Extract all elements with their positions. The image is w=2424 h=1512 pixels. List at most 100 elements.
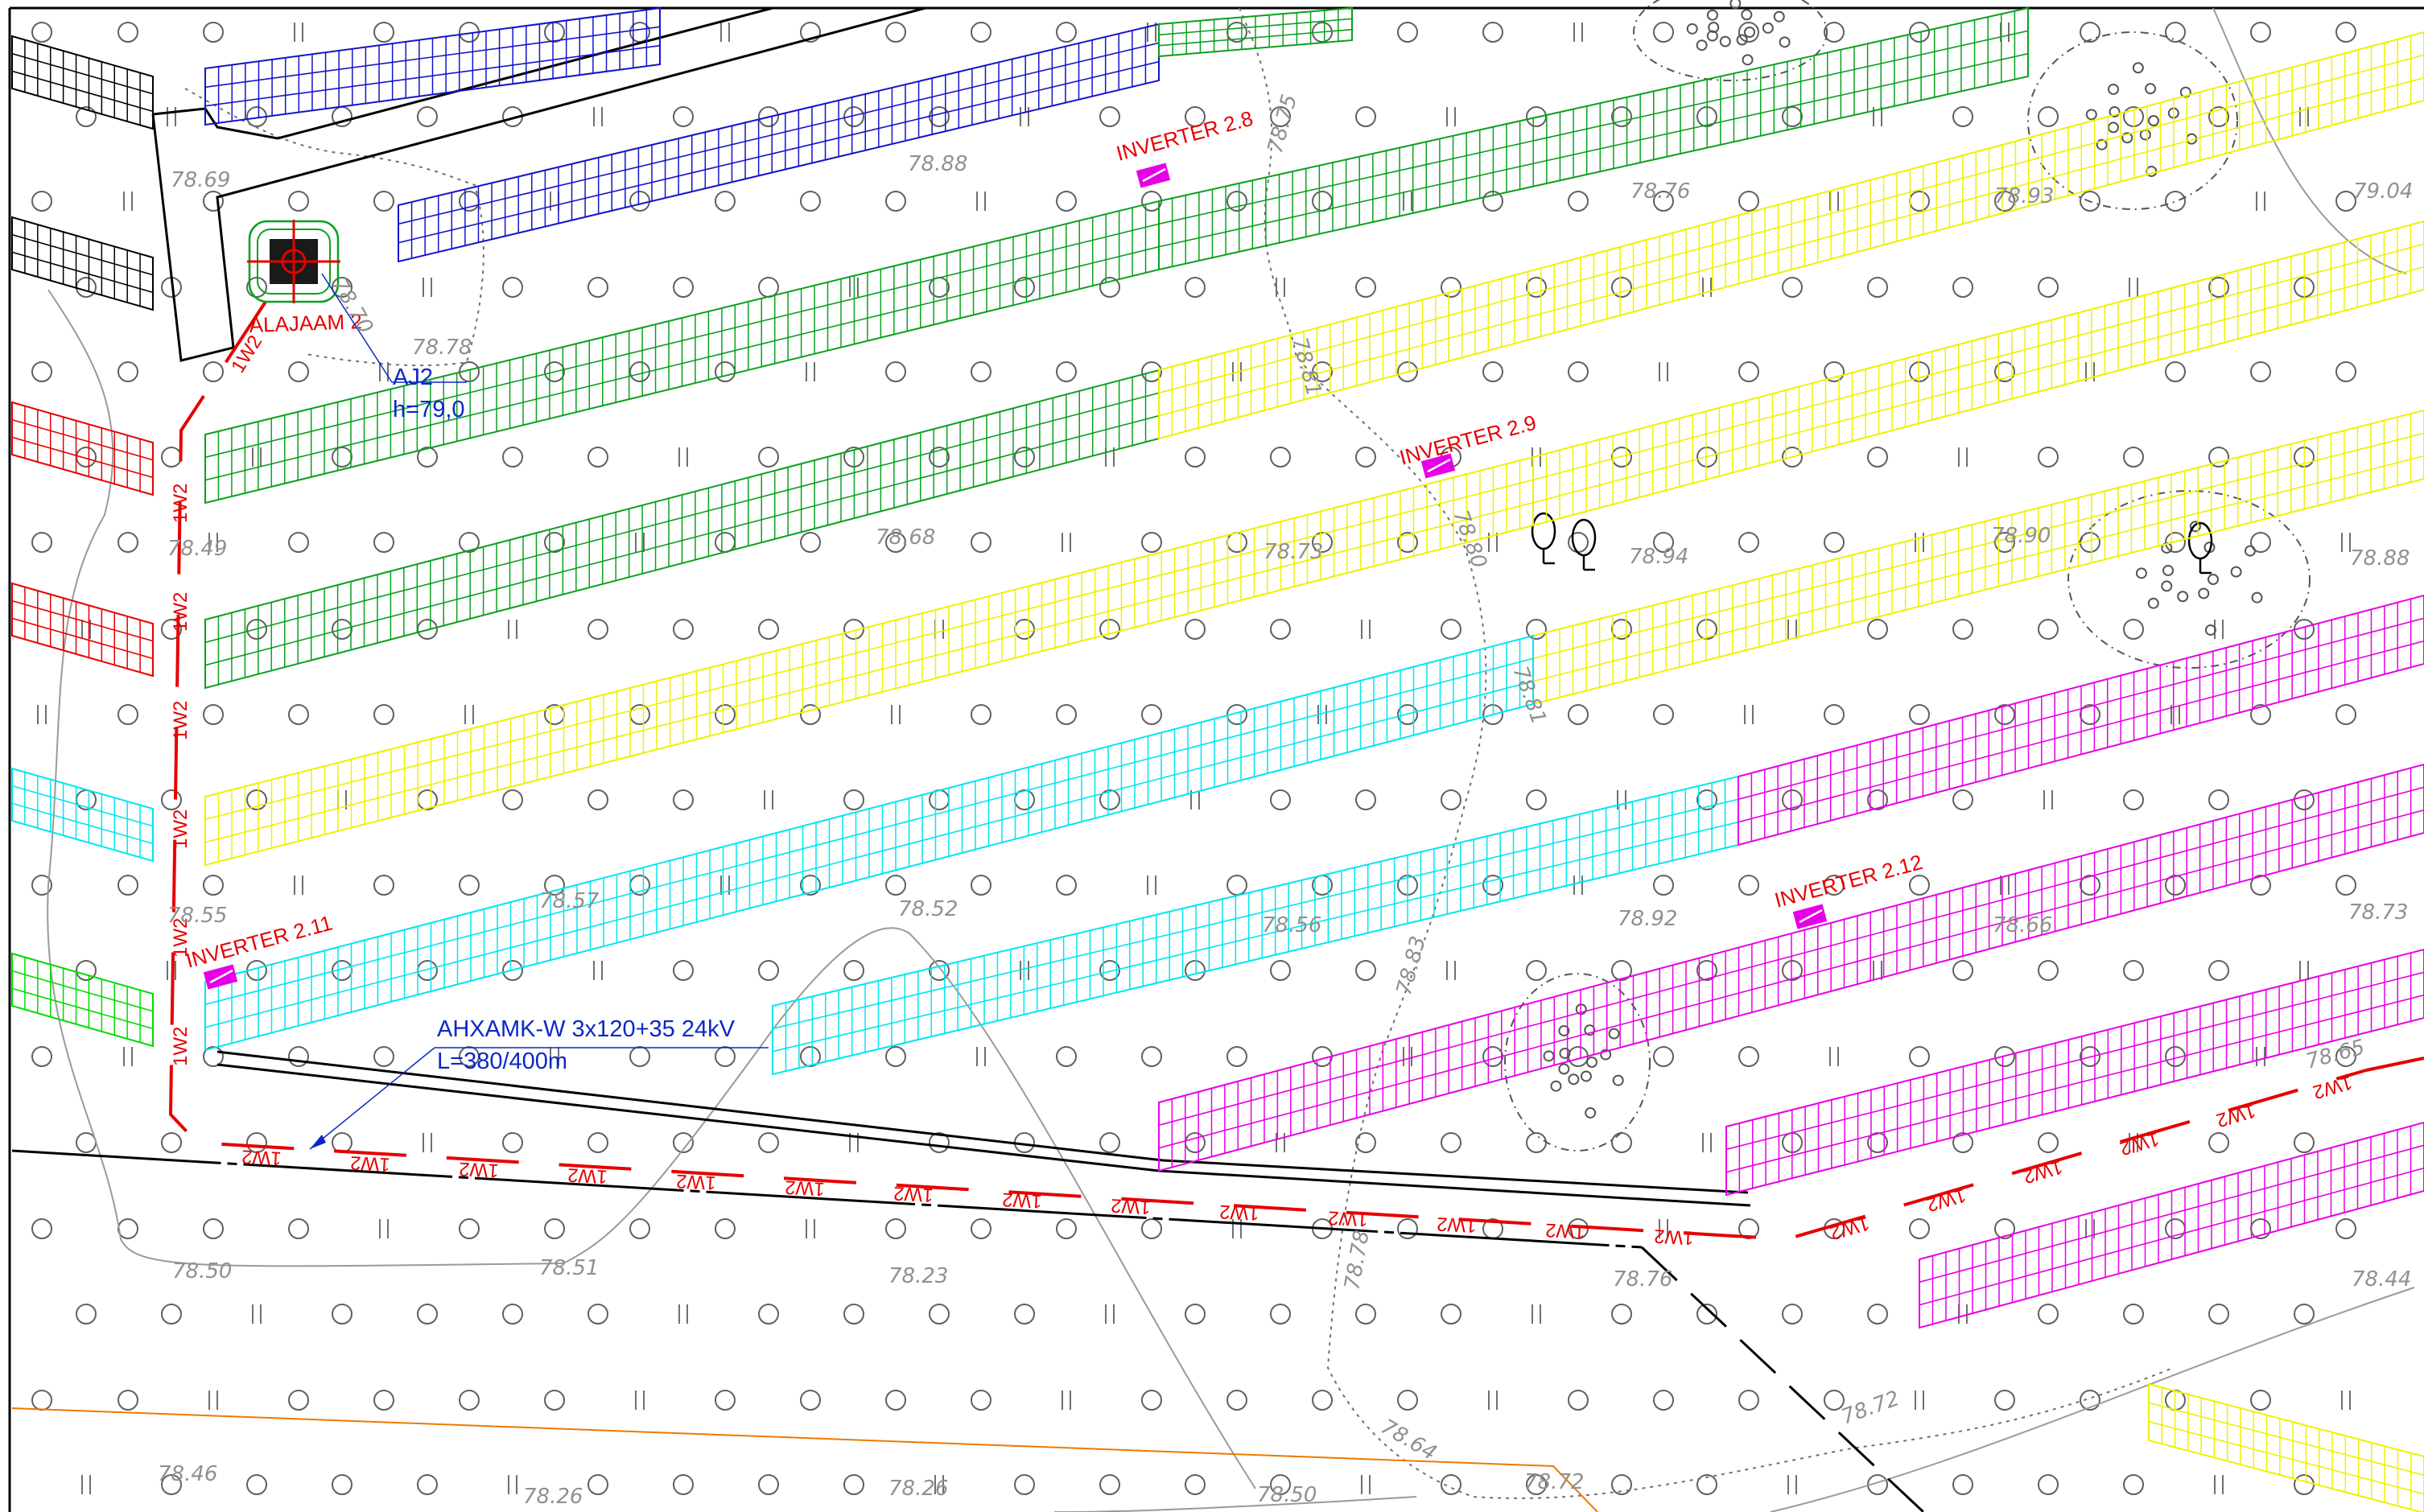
pile-marker	[373, 22, 394, 43]
panel-table-green	[1158, 6, 1353, 58]
pile-marker	[1611, 1304, 1632, 1325]
pile-marker	[332, 619, 352, 640]
pile-marker	[1141, 1218, 1162, 1239]
pile-marker	[288, 1218, 309, 1239]
elevation-label: 78.57	[539, 889, 600, 913]
tree-symbol	[1559, 1047, 1571, 1059]
pile-marker	[2123, 1474, 2144, 1495]
panel-row-line	[11, 436, 154, 479]
pile-marker	[2208, 789, 2229, 810]
cable-tag-label: 1W2	[1654, 1225, 1695, 1249]
tree-symbol	[2204, 624, 2216, 636]
pile-marker	[2165, 361, 2186, 382]
tree-symbol	[1741, 9, 1753, 21]
pile-marker	[1952, 789, 1973, 810]
pile-marker	[673, 619, 694, 640]
road-edge	[11, 1149, 1643, 1249]
pile-marker	[1867, 447, 1888, 468]
pile-marker	[1696, 960, 1717, 981]
panel-row-line	[11, 987, 154, 1030]
pile-marker	[1824, 22, 1845, 43]
pile-marker	[1226, 1390, 1247, 1411]
pile-marker	[1994, 191, 2015, 212]
pile-marker	[1056, 704, 1077, 725]
tree-symbol	[1558, 1024, 1570, 1036]
elevation-label: 78.76	[1630, 179, 1690, 204]
pile-marker	[673, 106, 694, 127]
pile-marker	[1014, 277, 1035, 298]
mv-cable-route	[168, 300, 2367, 1242]
road-edge	[216, 1050, 1749, 1194]
pile-marker	[1312, 532, 1333, 553]
pile-marker	[587, 447, 608, 468]
panel-row-line	[11, 70, 154, 113]
pile-marker	[1696, 619, 1717, 640]
pile-marker	[246, 1132, 267, 1153]
elevation-label: 79.04	[2353, 179, 2413, 204]
pile-marker	[203, 875, 224, 896]
pile-marker	[459, 1046, 480, 1067]
pile-marker	[1141, 361, 1162, 382]
tree-symbol	[1742, 54, 1754, 66]
pile-marker	[1952, 106, 1973, 127]
panel-tables-layer	[11, 6, 2424, 1512]
tree-symbol	[2147, 597, 2159, 609]
contour-line	[1770, 1287, 2415, 1512]
pile-marker	[1696, 447, 1717, 468]
panel-table-magenta	[1738, 594, 2424, 847]
pile-marker	[885, 1046, 906, 1067]
tree-symbol	[2244, 545, 2256, 557]
pile-marker	[1397, 704, 1418, 725]
pile-marker	[2335, 22, 2356, 43]
pile-marker	[1355, 789, 1376, 810]
pile-marker	[1441, 619, 1461, 640]
pile-marker	[2080, 704, 2100, 725]
pile-marker	[758, 106, 779, 127]
pile-marker	[1014, 1304, 1035, 1325]
tree-symbol	[2161, 580, 2173, 592]
pile-marker	[1909, 1218, 1930, 1239]
pile-marker	[673, 1474, 694, 1495]
pile-marker	[1185, 277, 1206, 298]
elevation-label: 78.78	[412, 336, 472, 360]
cable-tag-label: 1W2	[170, 592, 192, 632]
pile-marker	[1526, 619, 1547, 640]
pile-marker	[1782, 277, 1803, 298]
cable-tag-label: 1W2	[1111, 1194, 1152, 1218]
cable-tag-label: 1W2	[170, 484, 192, 523]
pile-marker	[1867, 789, 1888, 810]
pile-marker	[971, 22, 991, 43]
tree-cluster-outline	[1504, 973, 1651, 1152]
pile-marker	[843, 619, 864, 640]
pile-marker	[1568, 361, 1589, 382]
cable-tag-label: 1W2	[567, 1164, 608, 1188]
pile-marker	[2123, 1304, 2144, 1325]
elevation-label: 78.26	[523, 1485, 583, 1509]
pile-marker	[1738, 532, 1759, 553]
pile-marker	[758, 447, 779, 468]
elevation-label: 78.56	[1262, 913, 1321, 937]
pile-marker	[1397, 1218, 1418, 1239]
pile-marker	[31, 532, 52, 553]
pile-marker	[373, 1046, 394, 1067]
cable-tag-label: 1W2	[241, 1145, 282, 1169]
pile-marker	[1441, 1474, 1461, 1495]
pile-marker	[161, 789, 182, 810]
pile-marker	[161, 619, 182, 640]
cable-tag-label: 1W2	[893, 1182, 934, 1206]
pile-marker	[2038, 447, 2059, 468]
pile-marker	[1738, 1046, 1759, 1067]
pile-marker	[1782, 447, 1803, 468]
substation-symbol[interactable]	[247, 220, 340, 303]
pile-marker	[1696, 1304, 1717, 1325]
pile-marker	[929, 960, 950, 981]
tree-symbol	[1686, 23, 1698, 35]
pile-marker	[76, 960, 97, 981]
pile-marker	[1824, 361, 1845, 382]
elevation-label: 78.92	[1618, 907, 1677, 931]
tree-symbol	[1706, 9, 1718, 21]
pile-marker	[1867, 1304, 1888, 1325]
pile-marker	[1653, 875, 1674, 896]
pile-marker	[459, 1218, 480, 1239]
elevation-label: 78.52	[898, 897, 958, 921]
